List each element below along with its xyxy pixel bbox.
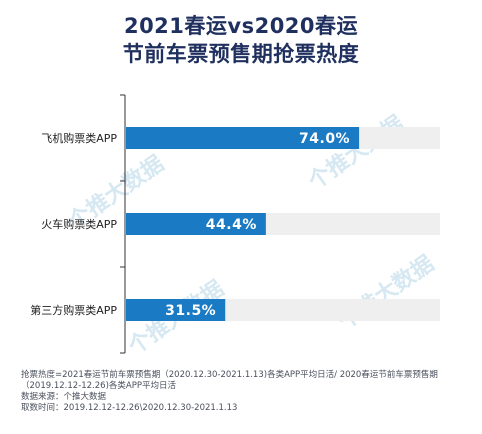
category-label: 飞机购票类APP [41,131,117,145]
footnote-source: 数据来源：个推大数据 [21,392,107,402]
category-label: 火车购票类APP [41,217,117,231]
footnote-definition-line2: （2019.12.12-12.26)各类APP平均日活 [21,381,176,391]
chart-title-line2: 节前车票预售期抢票热度 [122,42,360,66]
footnote-date-range: 取数时间：2019.12.12-12.26\2020.12.30-2021.1.… [21,403,238,413]
data-label: 31.5% [165,303,216,319]
chart-title-line1: 2021春运vs2020春运 [123,14,359,38]
category-label: 第三方购票类APP [30,303,117,317]
bar [126,127,360,149]
bar [126,213,266,235]
data-label: 74.0% [299,131,350,147]
data-label: 44.4% [206,217,257,233]
bar [126,299,226,321]
footnote-definition-line1: 抢票热度=2021春运节前车票预售期（2020.12.30-2021.1.13)… [21,370,438,380]
